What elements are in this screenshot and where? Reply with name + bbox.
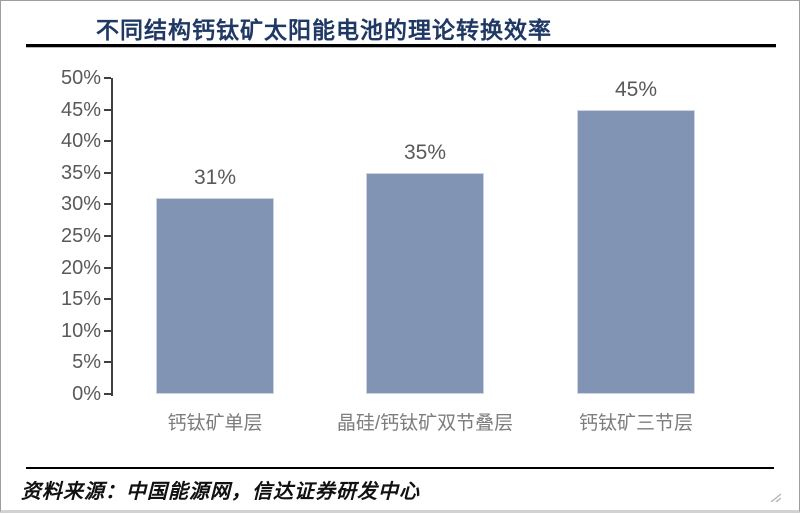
y-axis-tick — [104, 171, 111, 174]
x-axis-category-label: 钙钛矿单层 — [167, 413, 263, 434]
y-axis-tick-label: 35% — [60, 161, 101, 184]
y-axis-line — [111, 78, 113, 396]
footer-divider — [26, 467, 774, 469]
y-axis-tick — [104, 203, 111, 206]
y-axis-tick-label: 30% — [60, 193, 101, 216]
title-underline — [26, 44, 776, 47]
y-axis-tick-label: 25% — [60, 225, 101, 247]
y-axis-tick-label: 5% — [72, 351, 101, 374]
y-axis-tick-label: 10% — [60, 319, 101, 342]
y-axis-tick — [104, 393, 111, 395]
chart-title: 不同结构钙钛矿太阳能电池的理论转换效率 — [96, 18, 552, 43]
y-axis-tick — [104, 108, 111, 111]
y-axis-tick — [104, 266, 111, 269]
y-axis-tick-label: 0% — [72, 383, 101, 405]
bar — [366, 172, 484, 394]
bar-value-label: 31% — [193, 166, 237, 190]
y-axis-tick-label: 40% — [60, 130, 101, 153]
bar — [156, 198, 274, 394]
y-axis-tick-label: 50% — [60, 67, 101, 89]
y-axis-tick — [104, 235, 111, 237]
x-axis-category-label: 晶硅/钙钛矿双节叠层 — [336, 413, 514, 434]
bar-chart-plot-area: 0% 5% 10% 15% 20% 25% 30% 35% 40% 45% 50% 31% 钙钛矿单层 3… — [1, 1, 799, 461]
resize-handle-icon — [770, 493, 781, 502]
bar — [577, 109, 695, 394]
y-axis-tick — [104, 298, 111, 301]
y-axis-tick-label: 45% — [60, 98, 101, 121]
y-axis-tick-label: 15% — [60, 288, 101, 311]
bar-value-label: 45% — [614, 77, 658, 101]
y-axis-tick-label: 20% — [60, 256, 101, 279]
bar-value-label: 35% — [403, 140, 447, 164]
x-axis-category-label: 钙钛矿三节层 — [578, 413, 693, 434]
data-source-note: 资料来源：中国能源网，信达证券研发中心 — [21, 481, 420, 503]
y-axis-tick — [104, 329, 111, 332]
y-axis-tick — [104, 77, 111, 79]
y-axis-tick — [104, 361, 111, 364]
y-axis-tick — [104, 140, 111, 143]
